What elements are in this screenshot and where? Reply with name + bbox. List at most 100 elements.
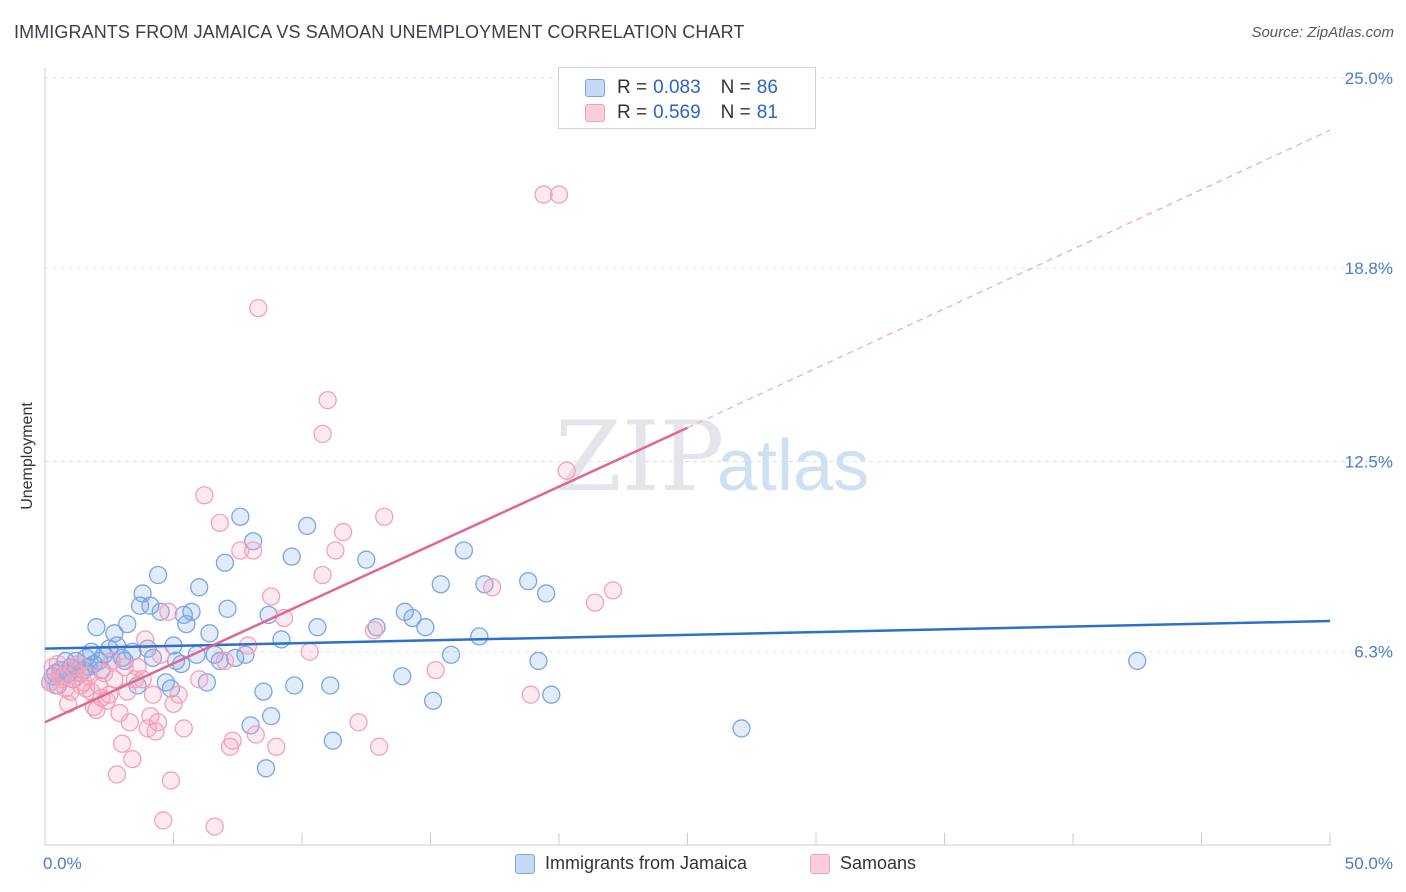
- point-jamaica: [256, 759, 276, 778]
- point-jamaica: [272, 630, 291, 649]
- point-jamaica: [141, 596, 160, 615]
- point-jamaica: [297, 516, 317, 536]
- point-samoans: [154, 811, 173, 830]
- point-jamaica: [403, 608, 422, 628]
- point-jamaica: [241, 716, 260, 735]
- point-jamaica: [529, 651, 548, 671]
- trend-line-jamaica: [44, 619, 1331, 650]
- point-samoans: [349, 713, 368, 732]
- legend-item-samoans[interactable]: Samoans: [810, 853, 916, 874]
- point-samoans: [107, 765, 127, 784]
- point-samoans: [174, 719, 193, 738]
- legend-n-label: N =: [720, 102, 751, 123]
- point-samoans: [123, 749, 142, 769]
- legend-r-value: 0.083: [653, 77, 701, 98]
- x-tick-labels: 0.0% 50.0%: [43, 854, 1393, 873]
- legend-swatch-samoans: [810, 853, 830, 874]
- trend-extension-samoans: [687, 129, 1331, 429]
- point-jamaica: [231, 507, 250, 526]
- legend-r-label: R =: [617, 102, 648, 123]
- point-samoans: [369, 737, 389, 756]
- point-samoans: [120, 713, 139, 732]
- point-samoans: [534, 185, 553, 204]
- point-jamaica: [190, 578, 209, 597]
- point-samoans: [148, 713, 168, 732]
- point-samoans: [557, 461, 576, 480]
- point-jamaica: [210, 651, 229, 671]
- chart-title: IMMIGRANTS FROM JAMAICA VS SAMOAN UNEMPL…: [14, 22, 745, 42]
- point-jamaica: [226, 648, 245, 668]
- point-jamaica: [148, 565, 168, 585]
- point-samoans: [313, 565, 332, 585]
- point-jamaica: [393, 667, 412, 686]
- legend-row-jamaica: R = 0.083 N = 86: [585, 76, 778, 100]
- point-jamaica: [1128, 651, 1147, 671]
- point-jamaica: [282, 547, 301, 566]
- point-jamaica: [200, 624, 219, 643]
- series-jamaica-points: [40, 507, 1147, 778]
- point-jamaica: [441, 645, 461, 664]
- point-jamaica: [732, 719, 751, 738]
- point-samoans: [56, 679, 75, 698]
- point-samoans: [115, 657, 134, 677]
- point-samoans: [549, 185, 569, 204]
- axes: [44, 68, 1331, 846]
- legend-item-jamaica[interactable]: Immigrants from Jamaica: [515, 853, 747, 874]
- point-jamaica: [357, 550, 376, 569]
- point-jamaica: [323, 731, 342, 750]
- point-samoans: [585, 593, 605, 612]
- legend-n-value: 81: [756, 102, 778, 123]
- legend-label-jamaica: Immigrants from Jamaica: [545, 853, 748, 873]
- point-jamaica: [87, 618, 106, 637]
- point-jamaica: [431, 575, 450, 594]
- point-samoans: [521, 685, 540, 704]
- point-samoans: [61, 682, 80, 701]
- gridlines: [45, 77, 1392, 653]
- point-jamaica: [285, 676, 304, 695]
- point-samoans: [364, 621, 384, 640]
- point-samoans: [195, 486, 214, 505]
- point-samoans: [105, 670, 124, 689]
- point-samoans: [190, 670, 209, 689]
- point-samoans: [215, 651, 235, 671]
- point-samoans: [249, 298, 268, 318]
- point-samoans: [161, 771, 181, 790]
- y-tick-label: 18.8%: [1345, 259, 1393, 278]
- watermark-atlas: atlas: [717, 426, 869, 506]
- point-samoans: [326, 541, 345, 560]
- x-tick-label: 0.0%: [43, 854, 82, 873]
- stats-legend: R = 0.083 N = 86 R = 0.569 N = 81: [558, 67, 816, 129]
- legend-swatch-jamaica: [585, 79, 605, 97]
- point-jamaica: [244, 532, 263, 551]
- legend-label-samoans: Samoans: [840, 853, 917, 873]
- point-samoans: [483, 578, 502, 597]
- point-samoans: [262, 587, 281, 606]
- point-samoans: [43, 657, 62, 677]
- watermark: ZIP atlas: [555, 401, 869, 513]
- y-tick-label: 6.3%: [1354, 643, 1393, 662]
- point-samoans: [426, 660, 445, 680]
- legend-n-value: 86: [756, 77, 778, 98]
- point-samoans: [603, 581, 623, 600]
- point-jamaica: [182, 602, 201, 621]
- point-jamaica: [321, 676, 340, 695]
- point-jamaica: [454, 541, 474, 560]
- point-jamaica: [308, 618, 327, 637]
- point-samoans: [375, 507, 394, 526]
- legend-r-label: R =: [617, 77, 648, 98]
- point-samoans: [151, 645, 170, 664]
- point-samoans: [300, 642, 319, 661]
- x-tick-label: 50.0%: [1345, 854, 1393, 873]
- point-samoans: [71, 676, 91, 695]
- point-samoans: [143, 685, 163, 704]
- point-jamaica: [470, 627, 489, 646]
- point-jamaica: [519, 572, 538, 591]
- point-samoans: [210, 513, 229, 533]
- point-samoans: [110, 703, 129, 723]
- point-samoans: [69, 654, 88, 674]
- watermark-zip: ZIP: [555, 401, 724, 513]
- point-jamaica: [118, 614, 137, 634]
- point-samoans: [231, 541, 250, 560]
- y-tick-labels: 6.3% 12.5% 18.8% 25.0%: [1345, 69, 1393, 662]
